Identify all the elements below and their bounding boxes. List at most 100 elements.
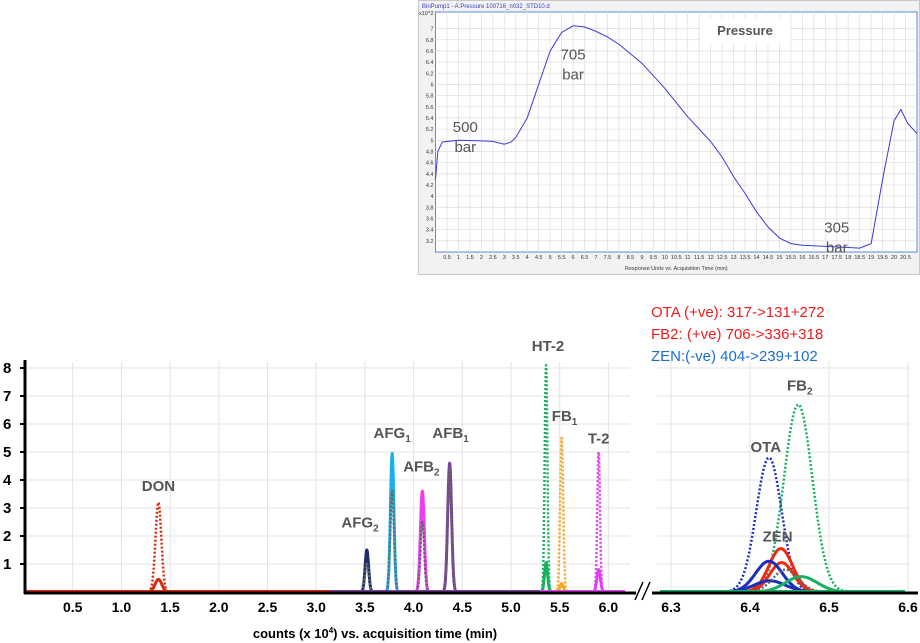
inset-x-tick: 20: [891, 255, 897, 261]
inset-x-tick: 15.5: [786, 255, 797, 261]
inset-y-tick: 4: [430, 194, 433, 200]
peak-label-subscript: 2: [434, 468, 440, 479]
inset-x-tick: 1.5: [466, 255, 474, 261]
inset-x-tick: 12.5: [717, 255, 728, 261]
inset-y-tick: 5.2: [426, 127, 434, 133]
inset-x-tick: 11.5: [694, 255, 704, 261]
x-tick-label: 6.4: [740, 599, 760, 615]
x-tick-label: 2.0: [209, 599, 229, 615]
ion-transition-legend: FB2: (+ve) 706->336+318: [651, 326, 823, 343]
inset-x-tick: 18.5: [854, 255, 865, 261]
peak-label-name: FB: [552, 408, 572, 425]
peak-label: DON: [142, 478, 175, 495]
peak-label-subscript: 1: [405, 434, 411, 445]
y-tick-label: 3: [3, 500, 11, 517]
x-tick-label: 4.5: [453, 599, 473, 615]
peak-label-name: T-2: [588, 431, 610, 448]
inset-y-tick: 7: [430, 27, 433, 33]
peak-label: OTA: [751, 439, 782, 456]
peak-ht-2-qual: [537, 561, 556, 594]
x-tick-label: 2.5: [258, 599, 278, 615]
inset-x-tick: 17: [822, 255, 828, 261]
x-axis-label: counts (x 104) vs. acquisition time (min…: [253, 626, 497, 641]
pressure-annotation-unit: bar: [826, 239, 848, 256]
inset-x-tick: 7: [594, 255, 597, 261]
inset-x-tick: 5.5: [558, 255, 566, 261]
x-tick-label: 4.0: [404, 599, 424, 615]
inset-x-tick: 9: [640, 255, 643, 261]
inset-y-tick: 5.4: [426, 116, 434, 122]
pressure-inset-chart: BinPump1 - A:Pressure 100716_n032_STD10.…: [418, 0, 920, 275]
x-tick-label: 1.0: [112, 599, 132, 615]
peak-ht-2-quant: [538, 363, 554, 594]
peak-label-name: AFG: [374, 425, 406, 442]
x-axis-label-text: counts (x 10: [253, 626, 329, 641]
pressure-label-bg: [700, 18, 790, 44]
inset-x-tick: 10: [662, 255, 668, 261]
inset-x-tick: 19.5: [877, 255, 888, 261]
inset-x-tick: 19: [868, 255, 874, 261]
axis-break-mark: [641, 581, 651, 601]
y-tick-label: 1: [3, 556, 11, 573]
inset-x-tick: 8: [617, 255, 620, 261]
peak-fb2-quant: [727, 403, 868, 594]
inset-x-tick: 8.5: [627, 255, 635, 261]
peak-label-name: FB: [787, 377, 807, 394]
inset-x-tick: 4: [526, 255, 529, 261]
peak-label: AFG2: [341, 515, 379, 535]
y-tick-label: 5: [3, 444, 11, 461]
x-tick-label: 3.0: [306, 599, 326, 615]
x-axis-label-exponent: 4: [329, 626, 334, 635]
ion-transition-legend: ZEN:(-ve) 404->239+102: [651, 348, 818, 365]
inset-y-tick: 6.4: [426, 60, 434, 66]
peak-afg1-quant: [382, 451, 402, 594]
inset-y-tick: 3.8: [426, 205, 434, 211]
x-axis-label-tail: ) vs. acquisition time (min): [333, 626, 497, 641]
inset-y-tick: 6.6: [426, 49, 434, 55]
inset-x-tick: 2: [480, 255, 483, 261]
inset-x-tick: 4.5: [535, 255, 543, 261]
inset-x-tick: 6.5: [581, 255, 589, 261]
inset-x-tick: 3.5: [512, 255, 520, 261]
peak-label-name: AFB: [403, 459, 434, 476]
inset-x-tick: 11: [685, 255, 691, 261]
x-tick-label: 6.3: [661, 599, 681, 615]
inset-x-tick: 16.5: [808, 255, 819, 261]
x-tick-label: 6.6: [898, 599, 918, 615]
peak-label-subscript: 2: [807, 386, 813, 397]
inset-x-tick: 20.5: [900, 255, 911, 261]
inset-x-tick: 0.5: [443, 255, 451, 261]
peak-label: FB1: [552, 408, 578, 428]
pressure-annotation-value: 305: [824, 219, 849, 236]
inset-x-tick: 1: [457, 255, 460, 261]
pressure-trace: [435, 25, 918, 249]
peak-label: ZEN: [763, 529, 793, 546]
inset-y-tick: 6.8: [426, 38, 434, 44]
inset-x-tick: 14: [753, 255, 759, 261]
peak-label-subscript: 2: [373, 524, 379, 535]
inset-x-tick: 10.5: [671, 255, 682, 261]
pressure-label: Pressure: [717, 23, 773, 38]
peak-label: AFB1: [432, 425, 469, 445]
inset-x-axis-label: Response Units vs. Acquisition Time (min…: [625, 266, 728, 272]
pressure-annotation-value: 705: [561, 46, 586, 63]
y-tick-label: 8: [3, 360, 11, 377]
inset-x-tick: 18: [845, 255, 851, 261]
inset-title: BinPump1 - A:Pressure 100716_n032_STD10.…: [422, 4, 550, 10]
axis-break-mark: [634, 581, 644, 601]
inset-y-tick: 4.2: [426, 183, 434, 189]
peak-label: FB2: [787, 377, 813, 397]
x-tick-label: 1.5: [160, 599, 180, 615]
pressure-annotation-unit: bar: [454, 139, 476, 156]
inset-x-tick: 15: [776, 255, 782, 261]
peak-label-name: AFB: [432, 425, 463, 442]
x-tick-label: 3.5: [355, 599, 375, 615]
inset-x-tick: 13.5: [740, 255, 751, 261]
peak-label-subscript: 1: [572, 417, 578, 428]
peak-label: HT-2: [532, 338, 565, 355]
y-tick-label: 7: [3, 388, 11, 405]
inset-y-tick: 5.6: [426, 105, 434, 111]
inset-y-tick: 3.4: [426, 228, 434, 234]
inset-y-tick: 3.2: [426, 239, 434, 245]
